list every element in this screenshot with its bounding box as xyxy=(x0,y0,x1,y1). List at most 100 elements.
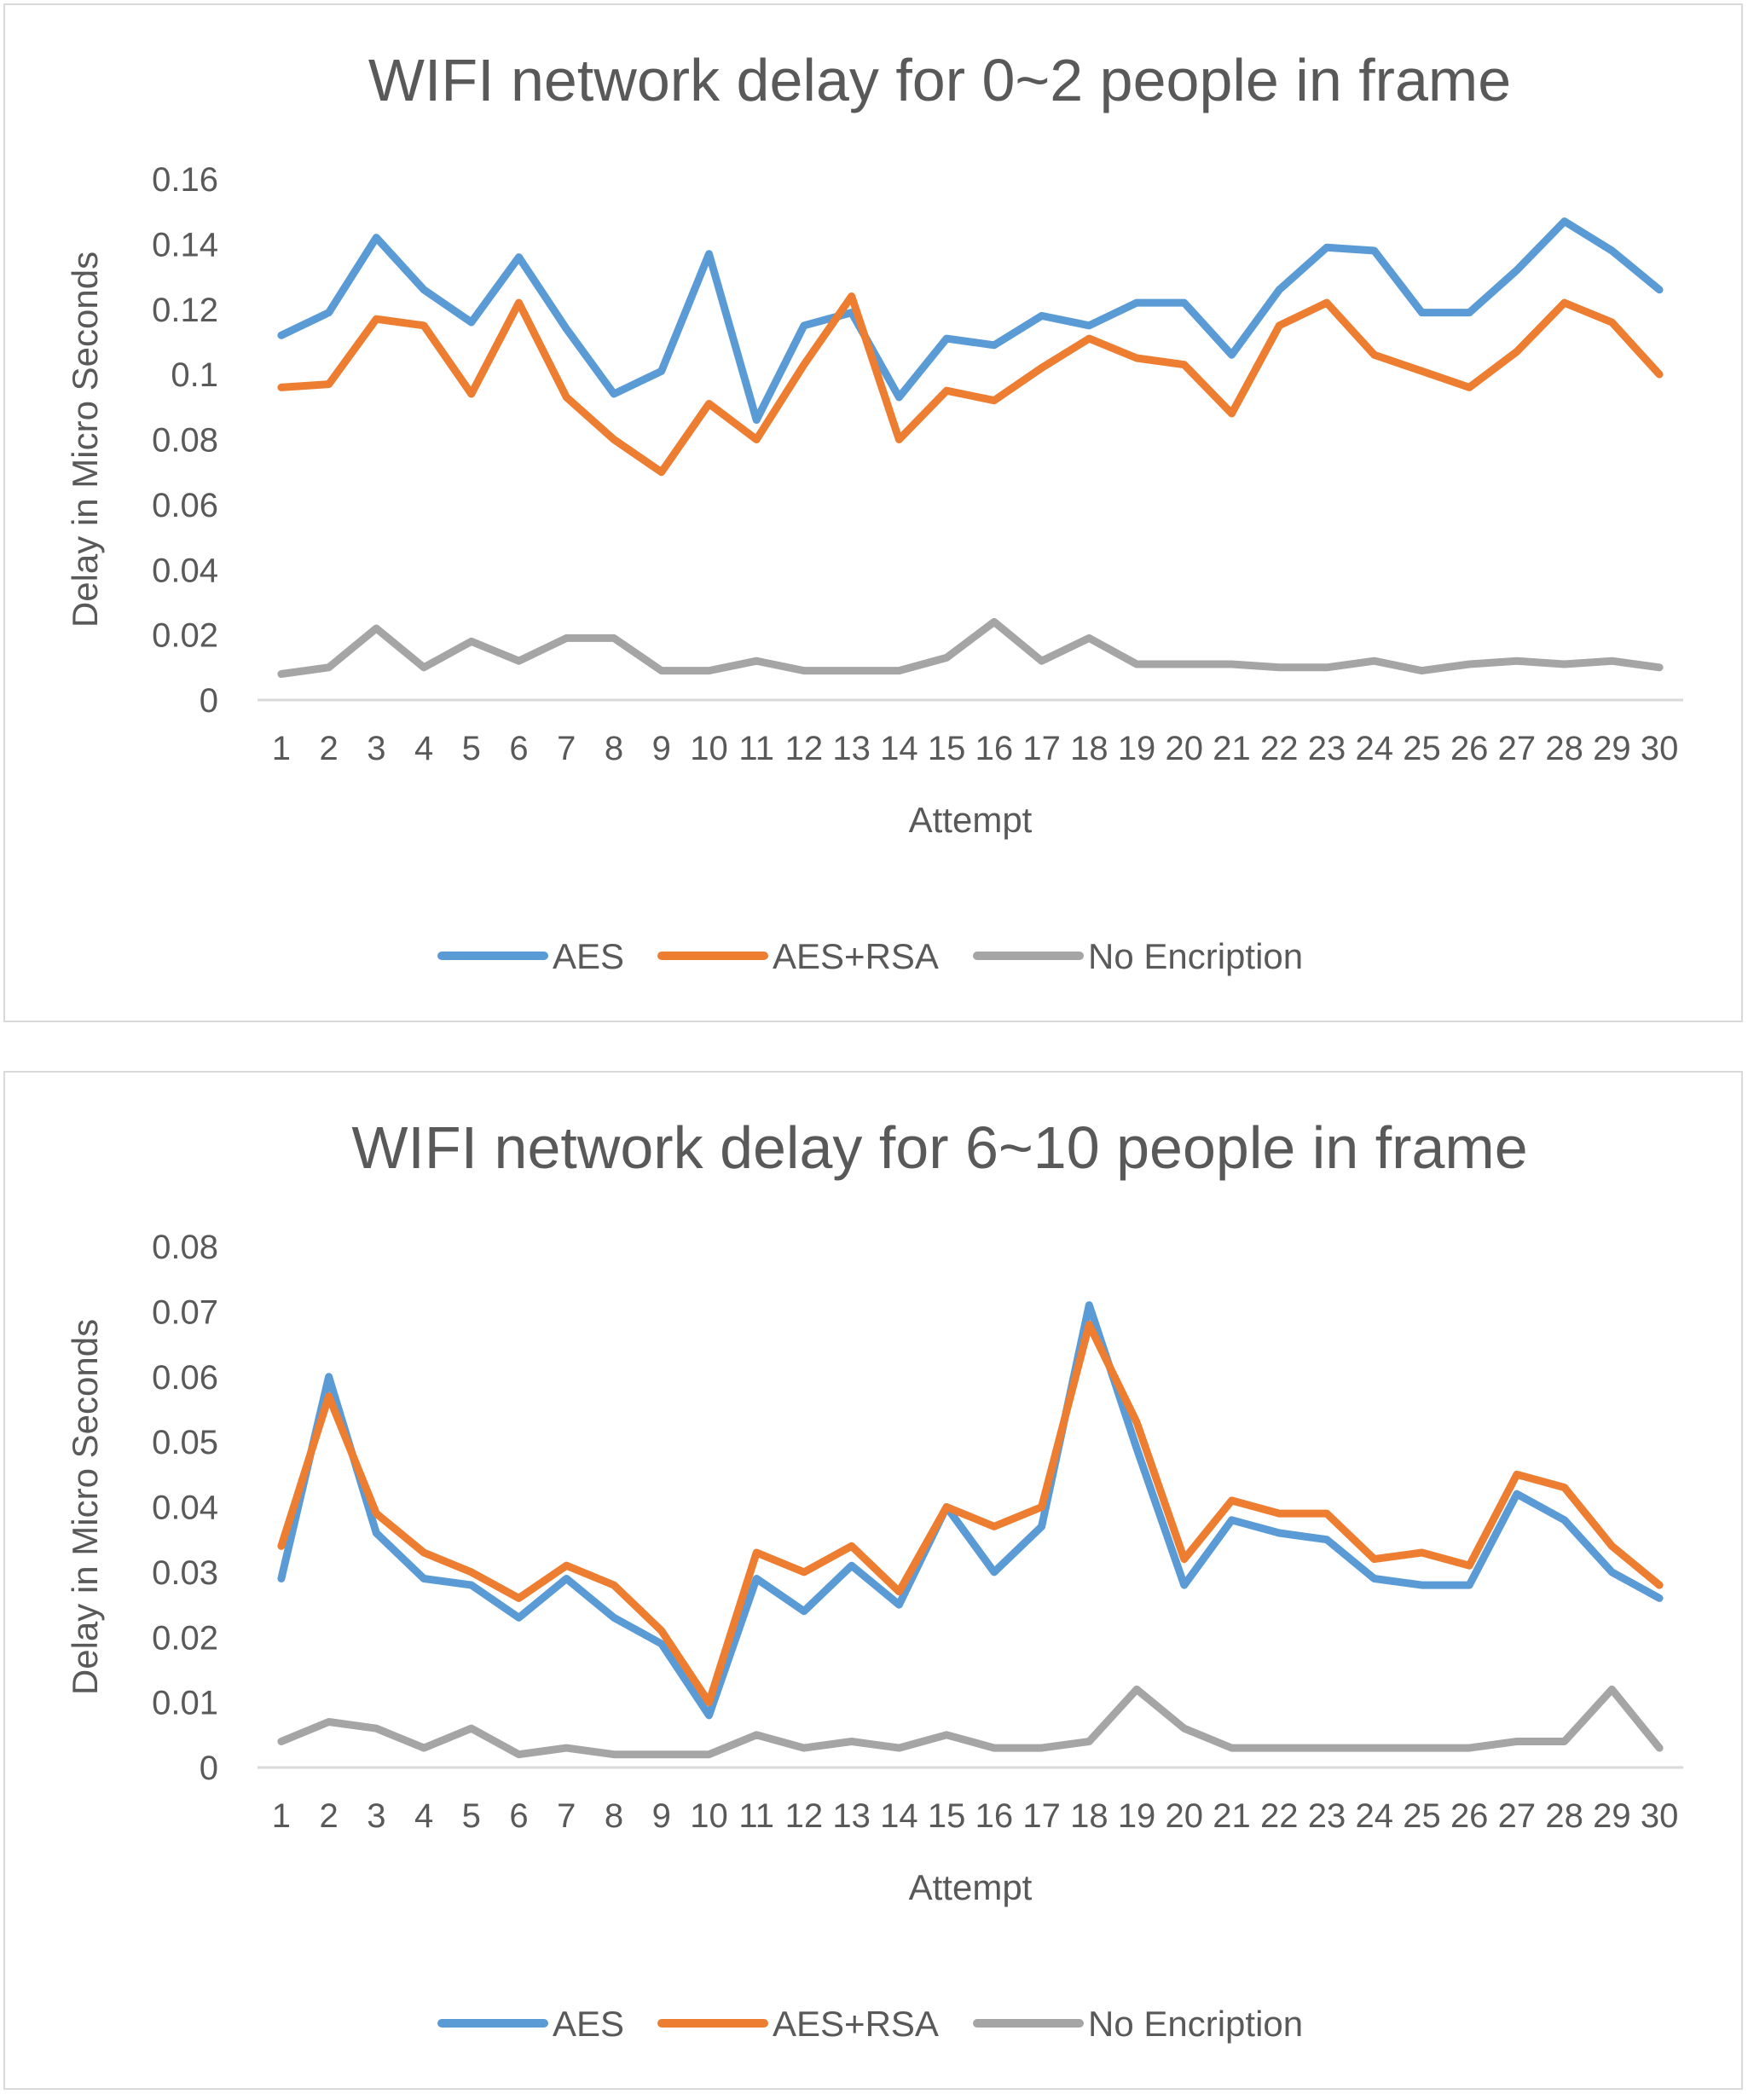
x-tick-label: 11 xyxy=(738,730,774,767)
x-tick-label: 25 xyxy=(1403,1797,1441,1835)
x-axis-title: Attempt xyxy=(909,1867,1033,1907)
x-tick-label: 29 xyxy=(1593,1797,1631,1835)
y-tick-label: 0 xyxy=(200,1750,218,1787)
y-tick-label: 0.02 xyxy=(152,1619,218,1657)
x-tick-label: 20 xyxy=(1166,1797,1204,1835)
y-tick-label: 0.02 xyxy=(152,617,218,655)
x-tick-label: 28 xyxy=(1545,1797,1583,1835)
legend-label-aes-rsa: AES+RSA xyxy=(773,936,939,976)
chart-1: WIFI network delay for 6~10 people in fr… xyxy=(65,1114,1683,2044)
x-tick-label: 15 xyxy=(928,730,966,767)
x-tick-label: 24 xyxy=(1355,1797,1393,1835)
x-tick-label: 26 xyxy=(1450,1797,1489,1835)
y-tick-label: 0.08 xyxy=(152,1229,218,1266)
y-tick-label: 0.14 xyxy=(152,226,218,263)
x-tick-label: 3 xyxy=(367,730,385,767)
y-tick-label: 0.03 xyxy=(152,1554,218,1592)
x-tick-label: 8 xyxy=(605,730,623,767)
y-tick-label: 0.05 xyxy=(152,1424,218,1461)
y-tick-label: 0.16 xyxy=(152,161,218,199)
x-tick-label: 21 xyxy=(1213,1797,1251,1835)
x-tick-label: 27 xyxy=(1498,730,1537,767)
x-tick-label: 20 xyxy=(1166,730,1204,767)
x-tick-label: 2 xyxy=(319,730,338,767)
x-tick-label: 17 xyxy=(1022,1797,1061,1835)
x-tick-label: 9 xyxy=(652,1797,671,1835)
series-line-aes xyxy=(277,217,1664,425)
y-tick-label: 0.1 xyxy=(171,356,218,394)
x-tick-label: 10 xyxy=(690,730,728,767)
x-tick-label: 4 xyxy=(414,730,433,767)
x-tick-label: 27 xyxy=(1498,1797,1537,1835)
y-tick-label: 0.04 xyxy=(152,1490,218,1527)
x-tick-label: 16 xyxy=(975,730,1014,767)
legend-label-aes-rsa: AES+RSA xyxy=(773,2004,939,2044)
y-tick-label: 0.12 xyxy=(152,292,218,329)
legend-label-no-encription: No Encription xyxy=(1088,936,1303,976)
y-tick-label: 0 xyxy=(200,682,218,720)
x-tick-label: 6 xyxy=(509,730,528,767)
x-tick-label: 15 xyxy=(928,1797,966,1835)
x-axis-title: Attempt xyxy=(909,800,1033,840)
x-tick-label: 7 xyxy=(557,730,576,767)
x-tick-label: 21 xyxy=(1213,730,1251,767)
y-tick-label: 0.07 xyxy=(152,1293,218,1331)
series-line-aes-rsa xyxy=(277,1321,1664,1707)
x-tick-label: 23 xyxy=(1308,1797,1346,1835)
series-line-aes xyxy=(277,1301,1664,1720)
x-tick-label: 18 xyxy=(1070,1797,1108,1835)
y-tick-label: 0.06 xyxy=(152,1359,218,1397)
x-tick-label: 24 xyxy=(1355,730,1393,767)
chart-1-frame: WIFI network delay for 6~10 people in fr… xyxy=(3,1071,1743,2090)
x-tick-label: 17 xyxy=(1022,730,1061,767)
x-tick-label: 30 xyxy=(1641,730,1679,767)
x-tick-label: 6 xyxy=(509,1797,528,1835)
series-line-aes-rsa xyxy=(277,292,1664,477)
x-tick-label: 13 xyxy=(832,730,871,767)
x-tick-label: 29 xyxy=(1593,730,1631,767)
x-tick-label: 14 xyxy=(880,1797,918,1835)
legend-label-aes: AES xyxy=(553,936,624,976)
x-tick-label: 26 xyxy=(1450,730,1489,767)
x-tick-label: 18 xyxy=(1070,730,1108,767)
y-axis-title: Delay in Micro Seconds xyxy=(65,1319,105,1695)
legend-label-no-encription: No Encription xyxy=(1088,2004,1303,2044)
y-tick-label: 0.01 xyxy=(152,1685,218,1722)
chart-0-frame: WIFI network delay for 0~2 people in fra… xyxy=(3,3,1743,1022)
chart-0: WIFI network delay for 0~2 people in fra… xyxy=(65,47,1683,976)
x-tick-label: 30 xyxy=(1641,1797,1679,1835)
legend-label-aes: AES xyxy=(553,2004,624,2044)
x-tick-label: 10 xyxy=(690,1797,728,1835)
y-tick-label: 0.08 xyxy=(152,422,218,460)
x-tick-label: 25 xyxy=(1403,730,1441,767)
series-line-no-encription xyxy=(277,1685,1664,1759)
x-tick-label: 3 xyxy=(367,1797,385,1835)
x-tick-label: 16 xyxy=(975,1797,1014,1835)
x-tick-label: 19 xyxy=(1118,730,1156,767)
x-tick-label: 5 xyxy=(462,1797,481,1835)
x-tick-label: 9 xyxy=(652,730,671,767)
x-tick-label: 22 xyxy=(1260,730,1299,767)
x-tick-label: 1 xyxy=(272,730,291,767)
x-tick-label: 8 xyxy=(605,1797,623,1835)
x-tick-label: 5 xyxy=(462,730,481,767)
x-tick-label: 12 xyxy=(785,1797,824,1835)
y-axis-title: Delay in Micro Seconds xyxy=(65,252,105,628)
y-tick-label: 0.06 xyxy=(152,487,218,524)
x-tick-label: 13 xyxy=(832,1797,871,1835)
x-tick-label: 11 xyxy=(738,1797,774,1835)
x-tick-label: 23 xyxy=(1308,730,1346,767)
x-tick-label: 4 xyxy=(414,1797,433,1835)
x-tick-label: 2 xyxy=(319,1797,338,1835)
x-tick-label: 22 xyxy=(1260,1797,1299,1835)
x-tick-label: 28 xyxy=(1545,730,1583,767)
chart-title: WIFI network delay for 0~2 people in fra… xyxy=(368,47,1511,113)
x-tick-label: 19 xyxy=(1118,1797,1156,1835)
y-tick-label: 0.04 xyxy=(152,552,218,589)
x-tick-label: 12 xyxy=(785,730,824,767)
x-tick-label: 14 xyxy=(880,730,918,767)
series-line-no-encription xyxy=(277,617,1664,678)
chart-title: WIFI network delay for 6~10 people in fr… xyxy=(351,1114,1527,1181)
x-tick-label: 1 xyxy=(272,1797,291,1835)
x-tick-label: 7 xyxy=(557,1797,576,1835)
